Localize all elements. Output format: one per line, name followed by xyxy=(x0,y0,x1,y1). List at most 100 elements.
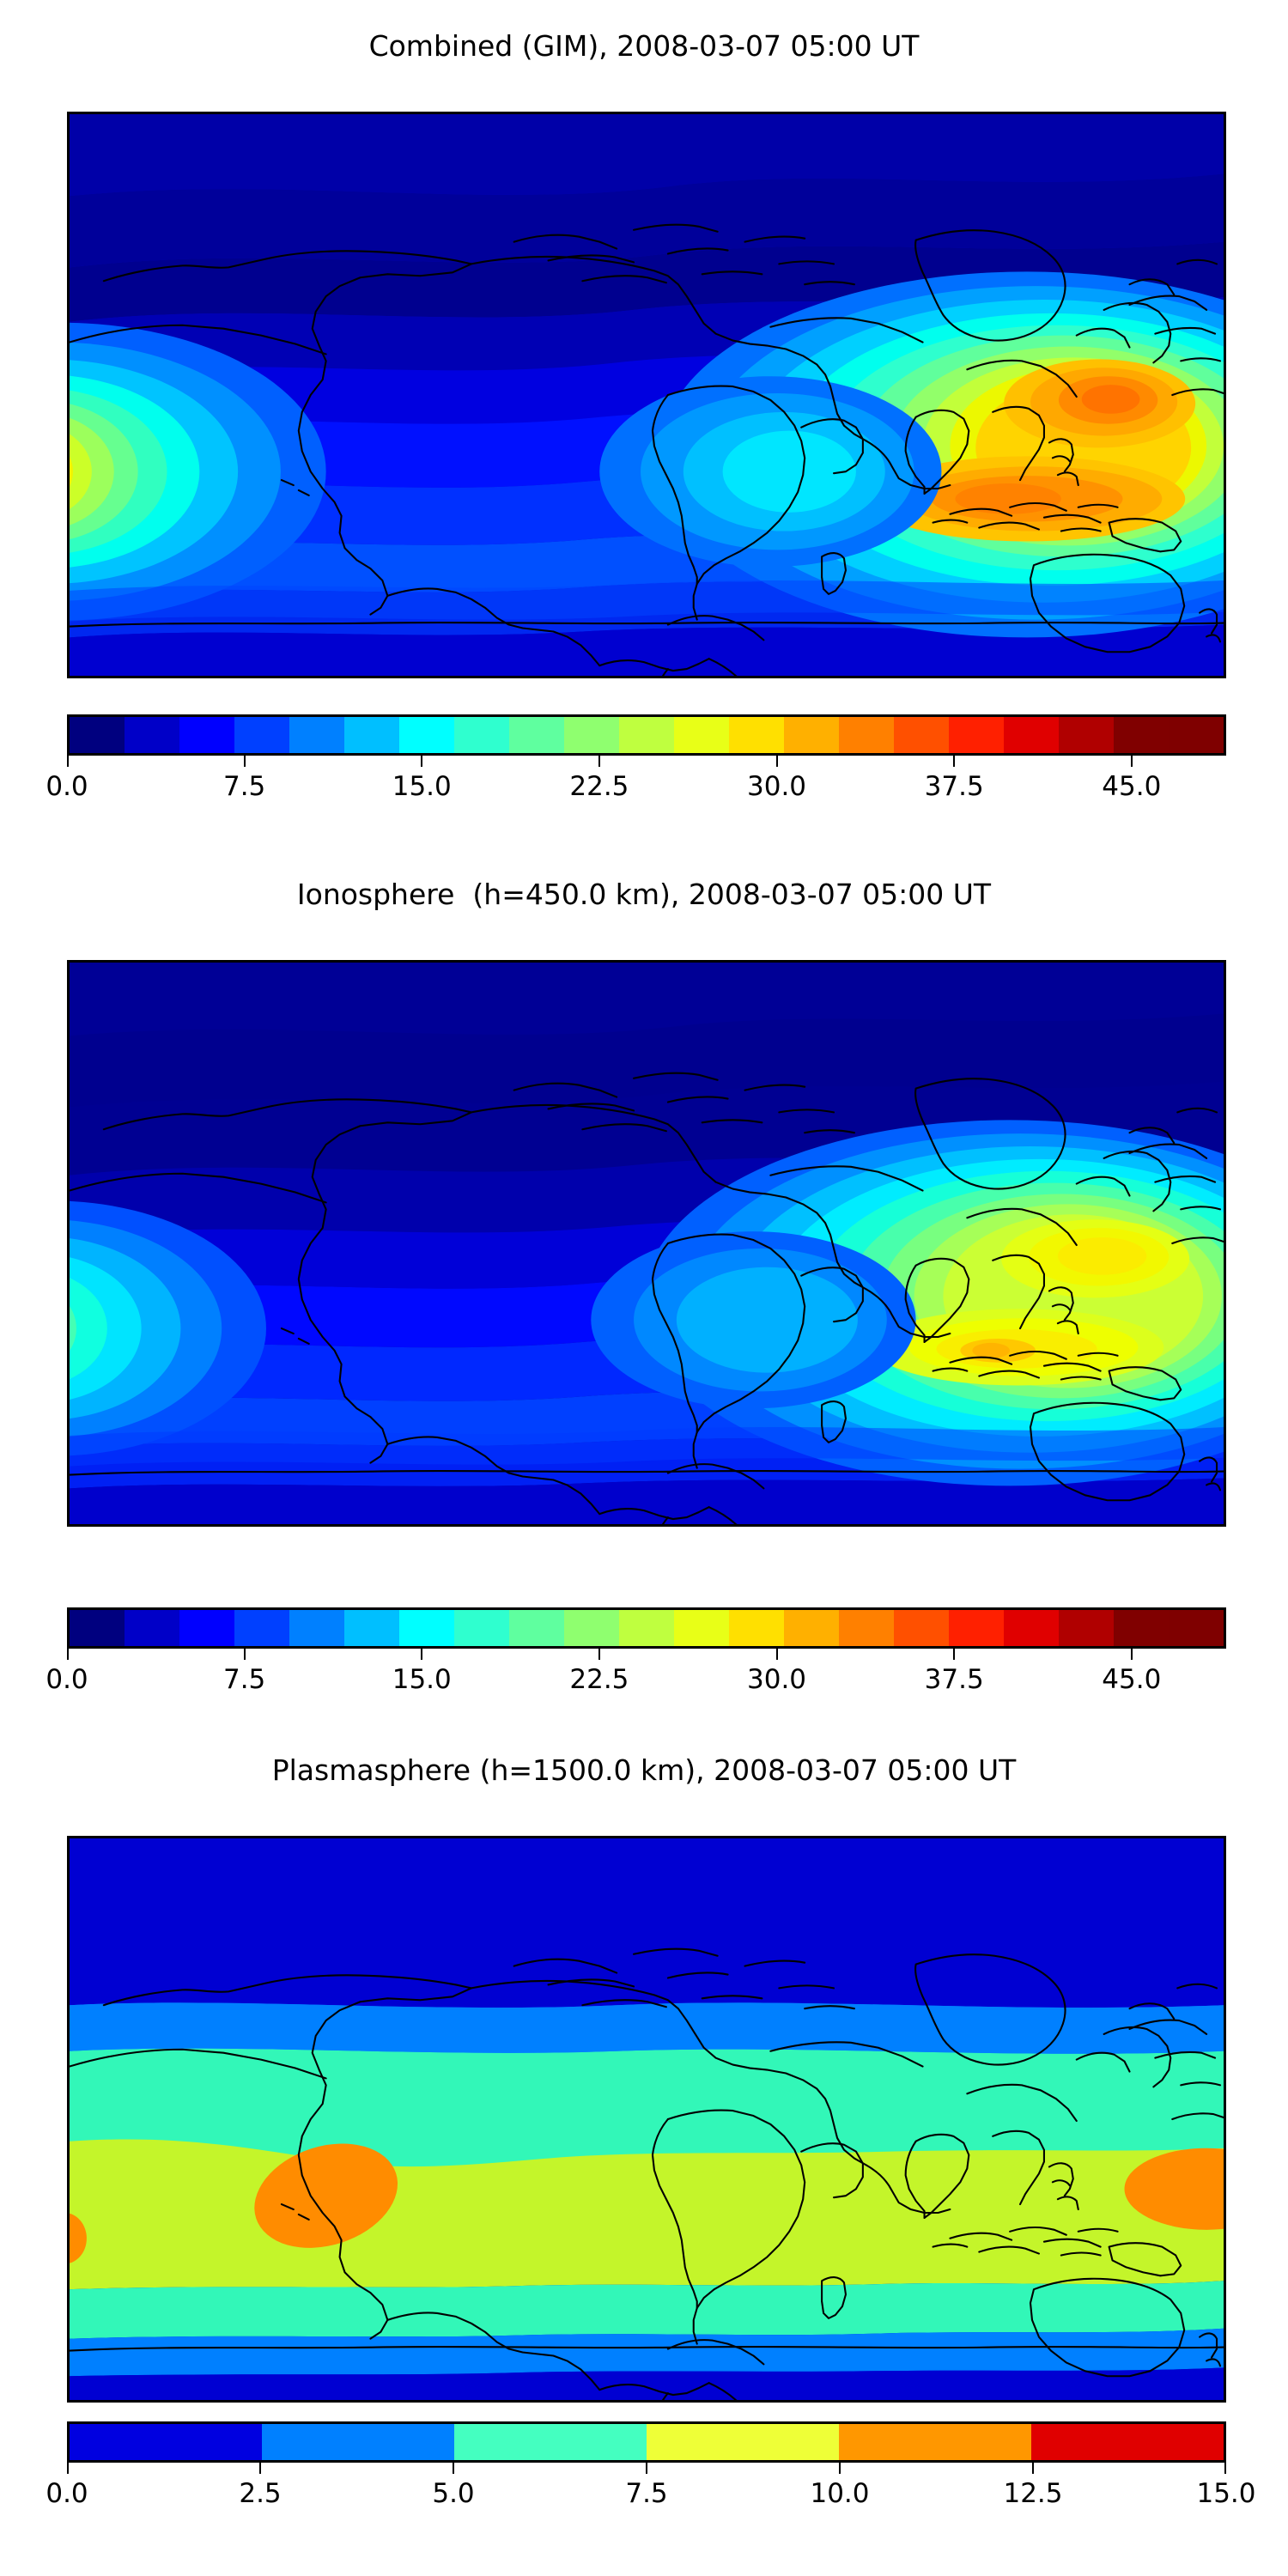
map-ionosphere xyxy=(67,960,1226,1527)
colorbar-band xyxy=(619,717,674,753)
colorbar-tick xyxy=(67,756,69,767)
colorbar-band xyxy=(839,2424,1031,2460)
colorbar-plasmasphere: 0.0 2.5 5.0 7.5 10.0 12.5 15.0 xyxy=(46,2421,1256,2516)
panel-combined-gim: Combined (GIM), 2008-03-07 05:00 UT xyxy=(0,29,1288,64)
colorbar-band xyxy=(564,717,619,753)
colorbar-tick-label: 5.0 xyxy=(432,2478,475,2509)
colorbar-tick-label: 0.0 xyxy=(46,2478,88,2509)
colorbar-tick-label: 45.0 xyxy=(1102,1664,1162,1695)
colorbar-tick-label: 0.0 xyxy=(46,1664,88,1695)
colorbar-tick xyxy=(839,2463,841,2474)
colorbar-band xyxy=(179,717,234,753)
colorbar-tick xyxy=(953,756,956,767)
colorbar-tick xyxy=(1130,1649,1133,1660)
colorbar-band xyxy=(509,1610,564,1646)
colorbar-band xyxy=(344,1610,399,1646)
colorbar-band xyxy=(949,717,1004,753)
colorbar-tick-label: 15.0 xyxy=(392,771,452,802)
colorbar-gradient-plasmasphere xyxy=(67,2421,1226,2463)
map-plasmasphere xyxy=(67,1836,1226,2403)
colorbar-band xyxy=(509,717,564,753)
colorbar-band xyxy=(1031,2424,1224,2460)
colorbar-tick-label: 7.5 xyxy=(222,771,266,802)
colorbar-tick xyxy=(1032,2463,1034,2474)
panel-plasmasphere: Plasmasphere (h=1500.0 km), 2008-03-07 0… xyxy=(0,1753,1288,1788)
colorbar-band xyxy=(179,1610,234,1646)
colorbar-band xyxy=(894,1610,949,1646)
colorbar-labels-ionosphere: 0.0 7.5 15.0 22.5 30.0 37.5 45.0 xyxy=(46,1662,1226,1702)
colorbar-band xyxy=(1169,717,1224,753)
colorbar-band xyxy=(1059,717,1114,753)
colorbar-tick xyxy=(953,1649,956,1660)
panel-title-plasmasphere: Plasmasphere (h=1500.0 km), 2008-03-07 0… xyxy=(271,1753,1017,1787)
colorbar-ionosphere: 0.0 7.5 15.0 22.5 30.0 37.5 45.0 xyxy=(46,1607,1226,1702)
colorbar-band xyxy=(289,1610,344,1646)
colorbar-band xyxy=(564,1610,619,1646)
colorbar-tick-label: 30.0 xyxy=(747,771,807,802)
colorbar-tick xyxy=(421,1649,423,1660)
colorbar-band xyxy=(1114,1610,1169,1646)
colorbar-tick-label: 12.5 xyxy=(1003,2478,1063,2509)
colorbar-band xyxy=(619,1610,674,1646)
map-frame-plasmasphere xyxy=(67,1836,1226,2403)
colorbar-tick xyxy=(243,756,246,767)
colorbar-band xyxy=(234,717,289,753)
colorbar-band xyxy=(1169,1610,1224,1646)
panel-title-combined-gim: Combined (GIM), 2008-03-07 05:00 UT xyxy=(368,29,920,63)
colorbar-band xyxy=(729,717,784,753)
colorbar-tick-label: 10.0 xyxy=(810,2478,870,2509)
colorbar-band xyxy=(729,1610,784,1646)
colorbar-band xyxy=(454,717,509,753)
colorbar-band xyxy=(454,1610,509,1646)
colorbar-band xyxy=(784,1610,839,1646)
colorbar-labels-combined: 0.0 7.5 15.0 22.5 30.0 37.5 45.0 xyxy=(46,769,1226,809)
colorbar-tick xyxy=(67,2463,69,2474)
colorbar-band xyxy=(70,717,125,753)
colorbar-tick xyxy=(1130,756,1133,767)
colorbar-tick-label: 37.5 xyxy=(924,771,984,802)
colorbar-tick xyxy=(67,1649,69,1660)
map-frame-combined-gim xyxy=(67,112,1226,678)
colorbar-band xyxy=(949,1610,1004,1646)
colorbar-band xyxy=(894,717,949,753)
colorbar-band xyxy=(125,717,179,753)
colorbar-tick xyxy=(775,1649,778,1660)
colorbar-band xyxy=(839,717,894,753)
colorbar-tick xyxy=(775,756,778,767)
colorbar-band xyxy=(70,2424,262,2460)
panel-ionosphere: Ionosphere (h=450.0 km), 2008-03-07 05:0… xyxy=(0,878,1288,912)
colorbar-tick-label: 7.5 xyxy=(222,1664,266,1695)
colorbar-band xyxy=(647,2424,839,2460)
colorbar-tick-label: 2.5 xyxy=(239,2478,282,2509)
colorbar-band xyxy=(125,1610,179,1646)
colorbar-band xyxy=(839,1610,894,1646)
map-frame-ionosphere xyxy=(67,960,1226,1527)
panel-title-ionosphere: Ionosphere (h=450.0 km), 2008-03-07 05:0… xyxy=(296,878,992,911)
colorbar-band xyxy=(1114,717,1169,753)
colorbar-band xyxy=(399,1610,454,1646)
colorbar-ticks-ionosphere xyxy=(67,1649,1226,1662)
colorbar-band xyxy=(1004,717,1059,753)
colorbar-band xyxy=(234,1610,289,1646)
colorbar-band xyxy=(344,717,399,753)
colorbar-band xyxy=(289,717,344,753)
colorbar-tick-label: 37.5 xyxy=(924,1664,984,1695)
colorbar-tick xyxy=(646,2463,647,2474)
colorbar-band xyxy=(674,1610,729,1646)
colorbar-band xyxy=(454,2424,647,2460)
colorbar-tick xyxy=(243,1649,246,1660)
colorbar-band xyxy=(399,717,454,753)
colorbar-combined-gim: 0.0 7.5 15.0 22.5 30.0 37.5 45.0 xyxy=(46,714,1226,809)
colorbar-band xyxy=(262,2424,454,2460)
colorbar-gradient-combined xyxy=(67,714,1226,756)
colorbar-ticks-combined xyxy=(67,756,1226,769)
colorbar-tick-label: 22.5 xyxy=(569,771,629,802)
colorbar-tick xyxy=(598,1649,600,1660)
map-combined-gim xyxy=(67,112,1226,678)
colorbar-band xyxy=(1059,1610,1114,1646)
colorbar-tick-label: 45.0 xyxy=(1102,771,1162,802)
colorbar-ticks-plasmasphere xyxy=(67,2463,1226,2476)
colorbar-tick-label: 7.5 xyxy=(625,2478,668,2509)
colorbar-tick xyxy=(598,756,600,767)
